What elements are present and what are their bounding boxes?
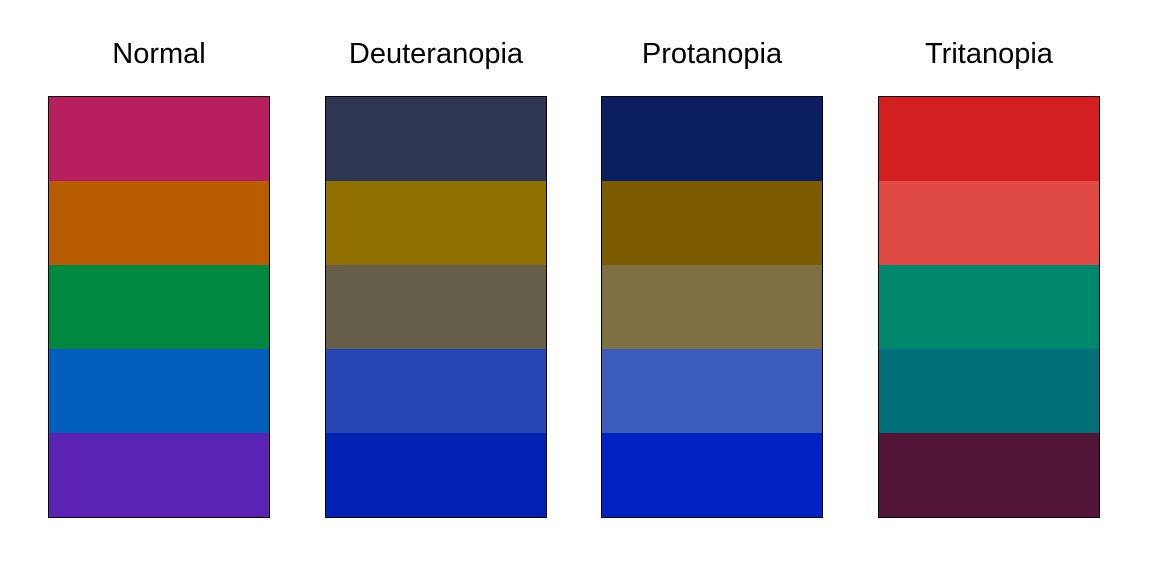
color-swatch: [879, 433, 1099, 517]
panel-protanopia: Protanopia: [601, 0, 823, 562]
color-swatch: [879, 97, 1099, 181]
panel-deuteranopia: Deuteranopia: [325, 0, 547, 562]
color-swatch: [49, 97, 269, 181]
panel-title: Deuteranopia: [348, 38, 524, 70]
color-swatch: [602, 265, 822, 349]
color-swatch: [879, 349, 1099, 433]
panel-normal: Normal: [48, 0, 270, 562]
swatch-column: [325, 96, 547, 518]
color-swatch: [49, 349, 269, 433]
color-swatch: [326, 265, 546, 349]
color-swatch: [49, 433, 269, 517]
color-swatch: [602, 349, 822, 433]
panel-title: Normal: [112, 38, 206, 70]
panel-tritanopia: Tritanopia: [878, 0, 1100, 562]
color-swatch: [326, 97, 546, 181]
color-swatch: [879, 181, 1099, 265]
color-swatch: [602, 181, 822, 265]
swatch-column: [878, 96, 1100, 518]
color-swatch: [49, 265, 269, 349]
color-swatch: [326, 433, 546, 517]
color-swatch: [602, 97, 822, 181]
color-swatch: [326, 181, 546, 265]
color-swatch: [326, 349, 546, 433]
color-swatch: [879, 265, 1099, 349]
panel-title: Protanopia: [641, 38, 783, 70]
color-swatch: [602, 433, 822, 517]
color-swatch: [49, 181, 269, 265]
swatch-column: [601, 96, 823, 518]
swatch-column: [48, 96, 270, 518]
panel-title: Tritanopia: [925, 38, 1053, 70]
